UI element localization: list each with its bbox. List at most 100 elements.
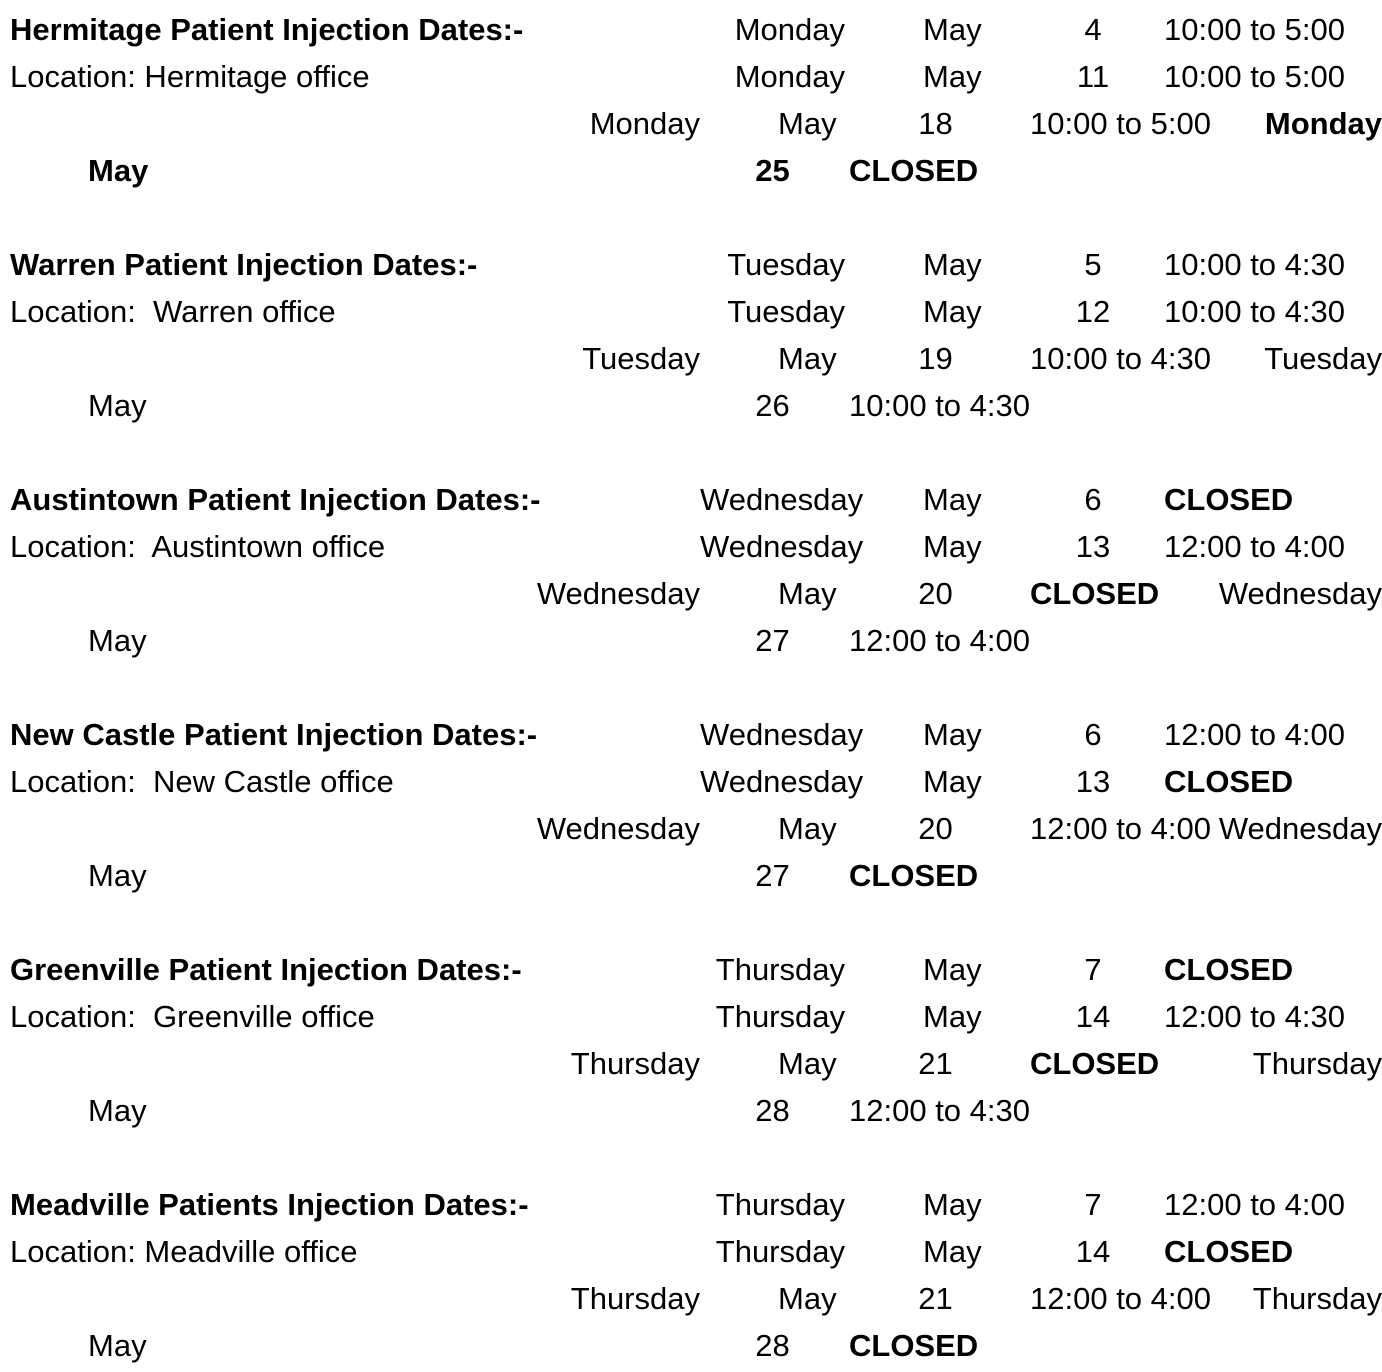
cell-day: Monday <box>734 12 845 47</box>
cell-month: May <box>778 341 837 376</box>
cell-date: 26 <box>755 388 790 423</box>
cell-date: 20 <box>918 811 953 846</box>
cell-month: May <box>923 952 982 987</box>
cell-time: 12:00 to 4:00 <box>1164 717 1345 752</box>
cell-time: CLOSED <box>1030 576 1160 611</box>
section-location: Location: Greenville office <box>10 999 375 1034</box>
cell-month: May <box>778 1046 837 1081</box>
cell-month: May <box>923 12 982 47</box>
cell-date: 5 <box>1084 247 1102 282</box>
cell-month: May <box>923 529 982 564</box>
cell-time: CLOSED <box>1164 482 1294 517</box>
cell-day: Monday <box>1264 106 1382 141</box>
cell-date: 13 <box>1075 764 1111 799</box>
cell-time: 10:00 to 4:30 <box>1030 341 1211 376</box>
cell-month: May <box>923 764 982 799</box>
cell-time: 12:00 to 4:00 <box>1164 529 1345 564</box>
cell-time: CLOSED <box>849 153 979 188</box>
cell-time: CLOSED <box>1164 952 1294 987</box>
cell-date: 4 <box>1084 12 1102 47</box>
cell-time: CLOSED <box>849 858 979 893</box>
cell-month: May <box>923 482 982 517</box>
cell-date: 11 <box>1076 59 1110 94</box>
cell-day: Wednesday <box>1218 811 1382 846</box>
cell-date: 19 <box>918 341 953 376</box>
cell-date: 28 <box>755 1328 790 1363</box>
cell-day: Thursday <box>1252 1281 1382 1316</box>
cell-time: 12:00 to 4:00 <box>1164 1187 1345 1222</box>
cell-day: Wednesday <box>536 811 700 846</box>
cell-time: 10:00 to 5:00 <box>1030 106 1211 141</box>
cell-month: May <box>923 294 982 329</box>
cell-day: Wednesday <box>1218 576 1382 611</box>
section-title: Warren Patient Injection Dates:- <box>10 247 478 282</box>
cell-month: May <box>923 1234 982 1269</box>
cell-month: May <box>88 1328 147 1363</box>
cell-month: May <box>923 247 982 282</box>
cell-time: CLOSED <box>1164 764 1294 799</box>
cell-month: May <box>778 811 837 846</box>
cell-day: Tuesday <box>727 294 845 329</box>
cell-month: May <box>88 153 149 188</box>
cell-date: 6 <box>1084 717 1102 752</box>
section-austintown: Austintown Patient Injection Dates:- Loc… <box>10 476 1382 664</box>
cell-date: 7 <box>1084 1187 1102 1222</box>
section-greenville: Greenville Patient Injection Dates:- Loc… <box>10 946 1382 1134</box>
cell-day: Tuesday <box>727 247 845 282</box>
cell-time: 10:00 to 5:00 <box>1164 59 1345 94</box>
cell-date: 21 <box>918 1281 953 1316</box>
cell-day: Monday <box>734 59 845 94</box>
cell-time: 10:00 to 4:30 <box>849 388 1030 423</box>
section-title: Greenville Patient Injection Dates:- <box>10 952 522 987</box>
cell-time: 10:00 to 4:30 <box>1164 247 1345 282</box>
cell-time: CLOSED <box>1164 1234 1294 1269</box>
cell-month: May <box>88 1093 147 1128</box>
cell-time: 12:00 to 4:30 <box>849 1093 1030 1128</box>
cell-day: Thursday <box>570 1046 700 1081</box>
cell-day: Wednesday <box>700 764 864 799</box>
cell-date: 6 <box>1084 482 1102 517</box>
cell-month: May <box>923 59 982 94</box>
cell-day: Thursday <box>715 952 845 987</box>
cell-date: 14 <box>1075 999 1111 1034</box>
cell-month: May <box>778 576 837 611</box>
cell-day: Thursday <box>715 1234 845 1269</box>
section-title: New Castle Patient Injection Dates:- <box>10 717 538 752</box>
section-location: Location: Meadville office <box>10 1234 358 1269</box>
cell-time: CLOSED <box>1030 1046 1160 1081</box>
cell-time: 12:00 to 4:00 <box>1030 811 1211 846</box>
cell-time: CLOSED <box>849 1328 979 1363</box>
cell-date: 21 <box>918 1046 953 1081</box>
cell-day: Thursday <box>1252 1046 1382 1081</box>
section-location: Location: New Castle office <box>10 764 394 799</box>
cell-month: May <box>923 999 982 1034</box>
cell-day: Wednesday <box>536 576 700 611</box>
cell-date: 27 <box>755 858 790 893</box>
cell-day: Tuesday <box>582 341 700 376</box>
cell-time: 12:00 to 4:00 <box>849 623 1030 658</box>
cell-day: Thursday <box>715 999 845 1034</box>
cell-date: 27 <box>755 623 790 658</box>
section-meadville: Meadville Patients Injection Dates:- Loc… <box>10 1181 1382 1369</box>
cell-month: May <box>778 1281 837 1316</box>
section-title: Austintown Patient Injection Dates:- <box>10 482 541 517</box>
cell-day: Wednesday <box>700 529 864 564</box>
cell-day: Wednesday <box>700 482 864 517</box>
section-title: Hermitage Patient Injection Dates:- <box>10 12 524 47</box>
cell-month: May <box>778 106 837 141</box>
cell-time: 12:00 to 4:00 <box>1030 1281 1211 1316</box>
section-new-castle: New Castle Patient Injection Dates:- Loc… <box>10 711 1382 899</box>
section-location: Location: Hermitage office <box>10 59 370 94</box>
section-location: Location: Austintown office <box>10 529 386 564</box>
cell-day: Wednesday <box>700 717 864 752</box>
cell-date: 28 <box>755 1093 790 1128</box>
cell-time: 10:00 to 5:00 <box>1164 12 1345 47</box>
section-warren: Warren Patient Injection Dates:- Locatio… <box>10 241 1382 429</box>
cell-day: Monday <box>589 106 700 141</box>
cell-date: 20 <box>918 576 953 611</box>
cell-month: May <box>88 858 147 893</box>
section-title: Meadville Patients Injection Dates:- <box>10 1187 529 1222</box>
cell-month: May <box>88 623 147 658</box>
cell-time: 10:00 to 4:30 <box>1164 294 1345 329</box>
